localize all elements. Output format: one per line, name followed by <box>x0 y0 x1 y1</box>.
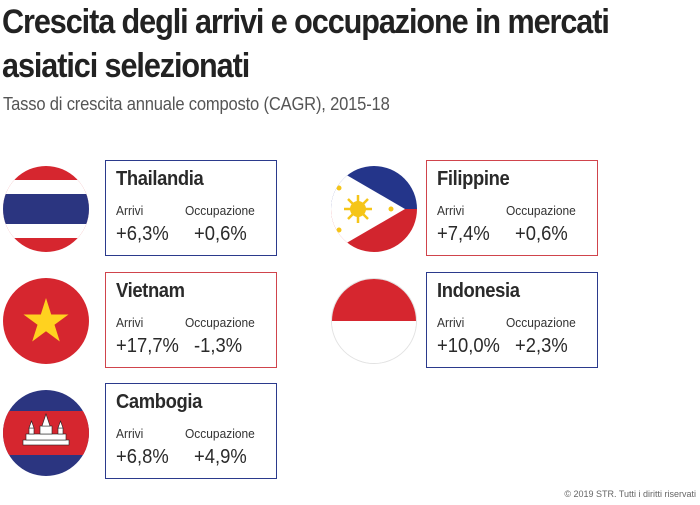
arrivals-label: Arrivi <box>437 203 465 218</box>
arrivals-label: Arrivi <box>116 426 144 441</box>
title-line-2: asiatici selezionati <box>2 47 250 85</box>
country-name: Filippine <box>437 168 510 190</box>
occupancy-label: Occupazione <box>185 203 255 218</box>
arrivals-value: +17,7% <box>116 335 179 357</box>
arrivals-value: +6,3% <box>116 223 169 245</box>
arrivals-value: +6,8% <box>116 446 169 468</box>
occupancy-label: Occupazione <box>506 203 576 218</box>
country-name: Thailandia <box>116 168 204 190</box>
country-name: Indonesia <box>437 280 520 302</box>
occupancy-value: -1,3% <box>194 335 243 357</box>
occupancy-label: Occupazione <box>506 315 576 330</box>
title-line-1: Crescita degli arrivi e occupazione in m… <box>2 3 610 41</box>
page-title: Crescita degli arrivi e occupazione in m… <box>2 0 628 88</box>
occupancy-value: +0,6% <box>194 223 247 245</box>
country-name: Vietnam <box>116 280 185 302</box>
arrivals-label: Arrivi <box>116 315 144 330</box>
occupancy-label: Occupazione <box>185 426 255 441</box>
subtitle: Tasso di crescita annuale composto (CAGR… <box>3 94 390 114</box>
occupancy-value: +0,6% <box>515 223 568 245</box>
arrivals-value: +7,4% <box>437 223 490 245</box>
occupancy-value: +2,3% <box>515 335 568 357</box>
country-name: Cambogia <box>116 391 203 413</box>
indonesia-flag-icon <box>331 278 417 364</box>
occupancy-label: Occupazione <box>185 315 255 330</box>
copyright-notice: © 2019 STR. Tutti i diritti riservati <box>564 489 696 499</box>
country-card-indonesia: Indonesia Arrivi Occupazione +10,0% +2,3… <box>426 272 598 368</box>
cambodia-flag-icon <box>3 390 89 476</box>
country-card-cambogia: Cambogia Arrivi Occupazione +6,8% +4,9% <box>105 383 277 479</box>
philippines-flag-icon <box>331 166 417 252</box>
arrivals-label: Arrivi <box>437 315 465 330</box>
country-card-filippine: Filippine Arrivi Occupazione +7,4% +0,6% <box>426 160 598 256</box>
country-card-vietnam: Vietnam Arrivi Occupazione +17,7% -1,3% <box>105 272 277 368</box>
country-card-thailandia: Thailandia Arrivi Occupazione +6,3% +0,6… <box>105 160 277 256</box>
arrivals-value: +10,0% <box>437 335 500 357</box>
occupancy-value: +4,9% <box>194 446 247 468</box>
arrivals-label: Arrivi <box>116 203 144 218</box>
vietnam-flag-icon <box>3 278 89 364</box>
thailand-flag-icon <box>3 166 89 252</box>
